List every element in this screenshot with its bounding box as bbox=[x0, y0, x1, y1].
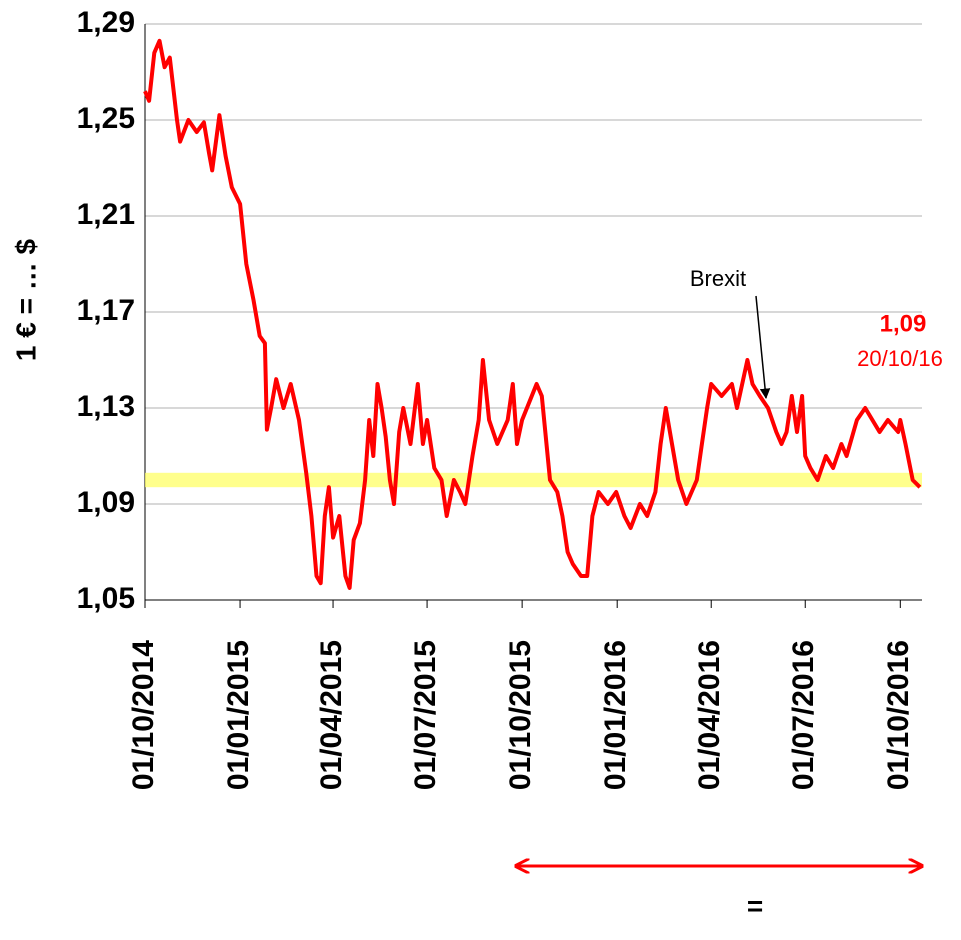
plot bbox=[143, 38, 922, 590]
x-tick-label: 01/04/2015 bbox=[315, 640, 348, 790]
reference-band bbox=[145, 472, 922, 488]
y-tick-label: 1,09 bbox=[77, 486, 135, 519]
y-tick-label: 1,17 bbox=[77, 294, 135, 327]
grid bbox=[144, 23, 922, 608]
annotation-event: Brexit bbox=[690, 266, 746, 291]
annotation-last-value: 1,09 bbox=[880, 310, 927, 337]
x-tick-label: 01/04/2016 bbox=[693, 640, 726, 790]
x-tick-label: 01/01/2015 bbox=[222, 640, 255, 790]
x-tick-label: 01/07/2016 bbox=[787, 640, 820, 790]
x-tick-label: 01/07/2015 bbox=[409, 640, 442, 790]
y-tick-label: 1,21 bbox=[77, 198, 135, 231]
y-tick-label: 1,05 bbox=[77, 582, 135, 615]
y-tick-label: 1,13 bbox=[77, 390, 135, 423]
annotation-arrow bbox=[755, 295, 771, 400]
x-tick-label: 01/10/2016 bbox=[882, 640, 915, 790]
x-tick-label: 01/10/2015 bbox=[504, 640, 537, 790]
line-series bbox=[143, 38, 922, 590]
x-tick-label: 01/01/2016 bbox=[599, 640, 632, 790]
annotation-range: = bbox=[747, 890, 763, 921]
annotation-last-date: 20/10/16 bbox=[857, 346, 943, 371]
y-tick-label: 1,25 bbox=[77, 102, 135, 135]
x-tick-label: 01/10/2014 bbox=[127, 640, 160, 790]
y-tick-label: 1,29 bbox=[77, 6, 135, 39]
y-axis-label: 1 € = … $ bbox=[10, 238, 41, 361]
